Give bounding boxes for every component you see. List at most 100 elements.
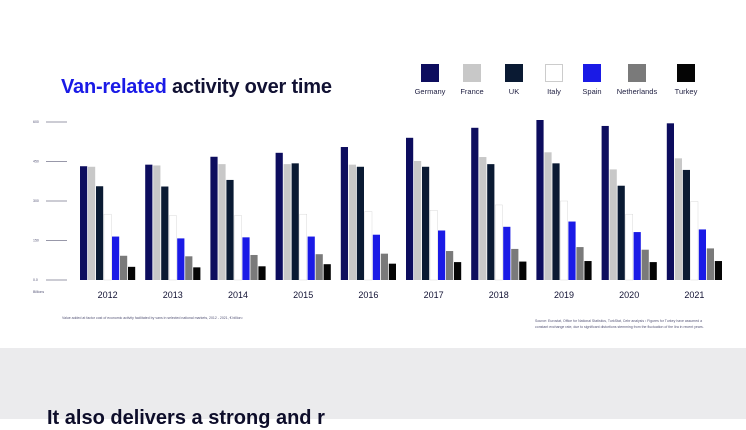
bar-spain — [242, 237, 250, 280]
bar-italy — [495, 204, 503, 281]
bar-netherlands — [576, 247, 584, 280]
bar-netherlands — [120, 255, 128, 280]
legend-swatch — [677, 64, 695, 82]
bar-netherlands — [380, 253, 388, 280]
y-axis-label: Billions — [33, 290, 44, 294]
bar-germany — [275, 152, 283, 280]
bar-turkey — [519, 261, 527, 280]
bar-netherlands — [315, 254, 323, 280]
bar-turkey — [258, 266, 266, 280]
x-tick-label: 2020 — [619, 290, 639, 300]
legend-label: Turkey — [674, 87, 698, 96]
bar-turkey — [323, 264, 331, 280]
legend-swatch — [545, 64, 563, 82]
bar-netherlands — [446, 251, 454, 280]
footnote-left: Value added at factor cost of economic a… — [62, 316, 243, 320]
bar-germany — [666, 123, 674, 280]
x-tick-label: 2014 — [228, 290, 248, 300]
bar-spain — [438, 230, 446, 280]
legend-label: Germany — [414, 87, 446, 96]
legend-item: Spain — [567, 64, 617, 96]
bar-france — [609, 169, 617, 280]
x-tick-label: 2017 — [424, 290, 444, 300]
bar-uk — [96, 186, 104, 280]
bar-france — [544, 152, 552, 280]
bar-germany — [406, 137, 414, 280]
bar-france — [88, 166, 96, 280]
bar-netherlands — [250, 254, 258, 280]
bar-france — [479, 157, 487, 280]
bar-italy — [690, 201, 699, 281]
legend-label: France — [460, 87, 484, 96]
legend-item: Italy — [529, 64, 579, 96]
bar-germany — [210, 156, 218, 280]
bar-uk — [356, 166, 364, 280]
bar-spain — [633, 232, 641, 280]
bar-italy — [625, 213, 633, 281]
x-tick-label: 2015 — [293, 290, 313, 300]
bar-netherlands — [641, 249, 649, 280]
legend-item: Netherlands — [612, 64, 662, 96]
bar-italy — [168, 215, 177, 281]
bar-germany — [340, 147, 348, 280]
bar-turkey — [193, 267, 201, 280]
bar-france — [153, 165, 161, 280]
y-tick-label: 0.0 — [33, 278, 38, 282]
legend-swatch — [463, 64, 481, 82]
bar-turkey — [388, 263, 396, 280]
bar-uk — [617, 185, 625, 280]
legend-label: Spain — [582, 87, 602, 96]
chart-title: Van-related activity over time — [61, 76, 332, 99]
y-tick-label: 600 — [33, 120, 39, 124]
bar-spain — [177, 238, 185, 280]
bar-uk — [422, 166, 430, 280]
bar-turkey — [649, 262, 657, 280]
x-tick-label: 2013 — [163, 290, 183, 300]
x-tick-label: 2021 — [684, 290, 704, 300]
bar-france — [674, 158, 682, 280]
bar-spain — [698, 229, 706, 280]
bar-france — [348, 164, 356, 280]
bar-germany — [601, 125, 609, 280]
bar-uk — [226, 179, 234, 280]
bar-france — [414, 160, 422, 280]
legend-label: Italy — [547, 87, 561, 96]
bar-france — [218, 164, 226, 280]
bar-spain — [307, 236, 315, 280]
bar-spain — [568, 221, 576, 280]
bar-germany — [536, 120, 544, 280]
legend-swatch — [583, 64, 601, 82]
x-tick-label: 2012 — [98, 290, 118, 300]
next-section-band — [0, 348, 746, 419]
x-tick-label: 2016 — [358, 290, 378, 300]
title-rest: activity over time — [166, 76, 332, 98]
legend-label: Netherlands — [616, 87, 658, 96]
bar-france — [283, 164, 291, 280]
bar-uk — [682, 169, 690, 280]
bar-germany — [80, 166, 88, 280]
bar-spain — [112, 236, 120, 280]
footnote-right: Source: Eurostat, Office for National St… — [535, 319, 704, 329]
legend-label: UK — [508, 87, 520, 96]
bar-uk — [291, 163, 299, 280]
bar-netherlands — [185, 256, 193, 280]
bar-turkey — [454, 262, 462, 280]
bar-turkey — [128, 266, 136, 280]
bar-italy — [560, 200, 568, 281]
bar-netherlands — [706, 248, 714, 280]
bar-uk — [161, 186, 169, 280]
legend-item: Turkey — [661, 64, 711, 96]
bar-netherlands — [511, 248, 519, 280]
bar-italy — [429, 210, 438, 281]
legend-swatch — [628, 64, 646, 82]
y-tick-label: 300 — [33, 199, 39, 203]
legend-item: Germany — [405, 64, 455, 96]
bar-italy — [364, 211, 373, 281]
x-tick-label: 2018 — [489, 290, 509, 300]
bar-italy — [299, 213, 308, 281]
bar-italy — [103, 213, 112, 281]
legend-item: France — [447, 64, 497, 96]
bar-uk — [552, 163, 560, 280]
bar-chart: 0.0 150 300 450 600 Billions 2012 2013 2014 2015 2… — [33, 120, 722, 300]
bar-spain — [372, 234, 380, 280]
